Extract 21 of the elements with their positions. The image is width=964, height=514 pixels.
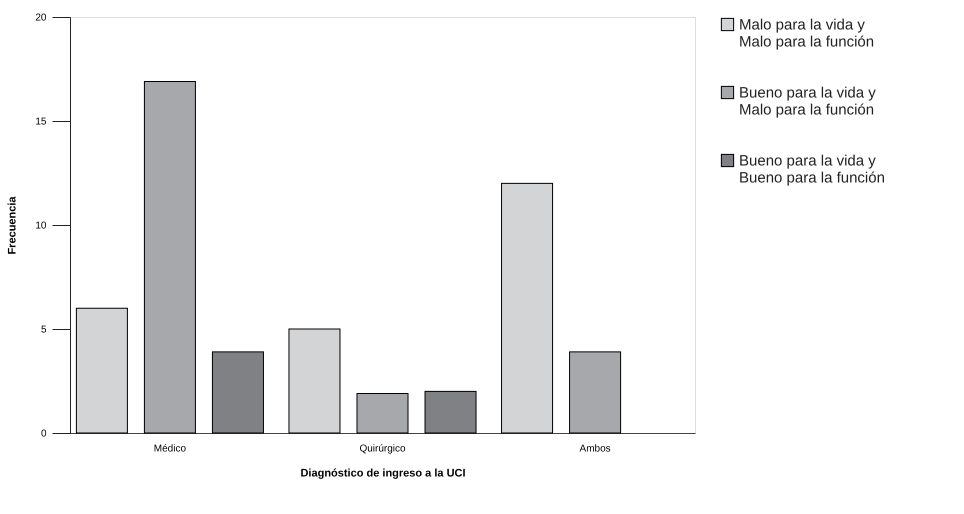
bar: [501, 182, 554, 434]
bar: [356, 392, 409, 434]
y-tick-label: 0: [40, 428, 47, 440]
x-tick-label: Quirúrgico: [359, 444, 406, 454]
bar: [288, 328, 340, 434]
y-tick-label: 10: [35, 220, 47, 232]
y-tick-label: 15: [35, 116, 47, 128]
bar: [569, 351, 622, 434]
y-tick-label: 20: [35, 12, 47, 24]
legend-label: Bueno para la vida y Malo para la función: [739, 84, 876, 118]
bar: [212, 351, 264, 434]
y-axis-title: Frecuencia: [6, 196, 18, 255]
bar: [144, 80, 196, 434]
bar: [76, 308, 128, 434]
x-tick-label: Ambos: [580, 444, 611, 454]
y-tick-label: 5: [40, 324, 47, 336]
x-tick-label: Médico: [154, 444, 186, 454]
legend-label: Malo para la vida y Malo para la función: [739, 16, 874, 50]
legend-label: Bueno para la vida y Bueno para la función: [739, 152, 885, 186]
x-axis-title: Diagnóstico de ingreso a la UCI: [300, 468, 466, 480]
bar: [424, 390, 477, 434]
